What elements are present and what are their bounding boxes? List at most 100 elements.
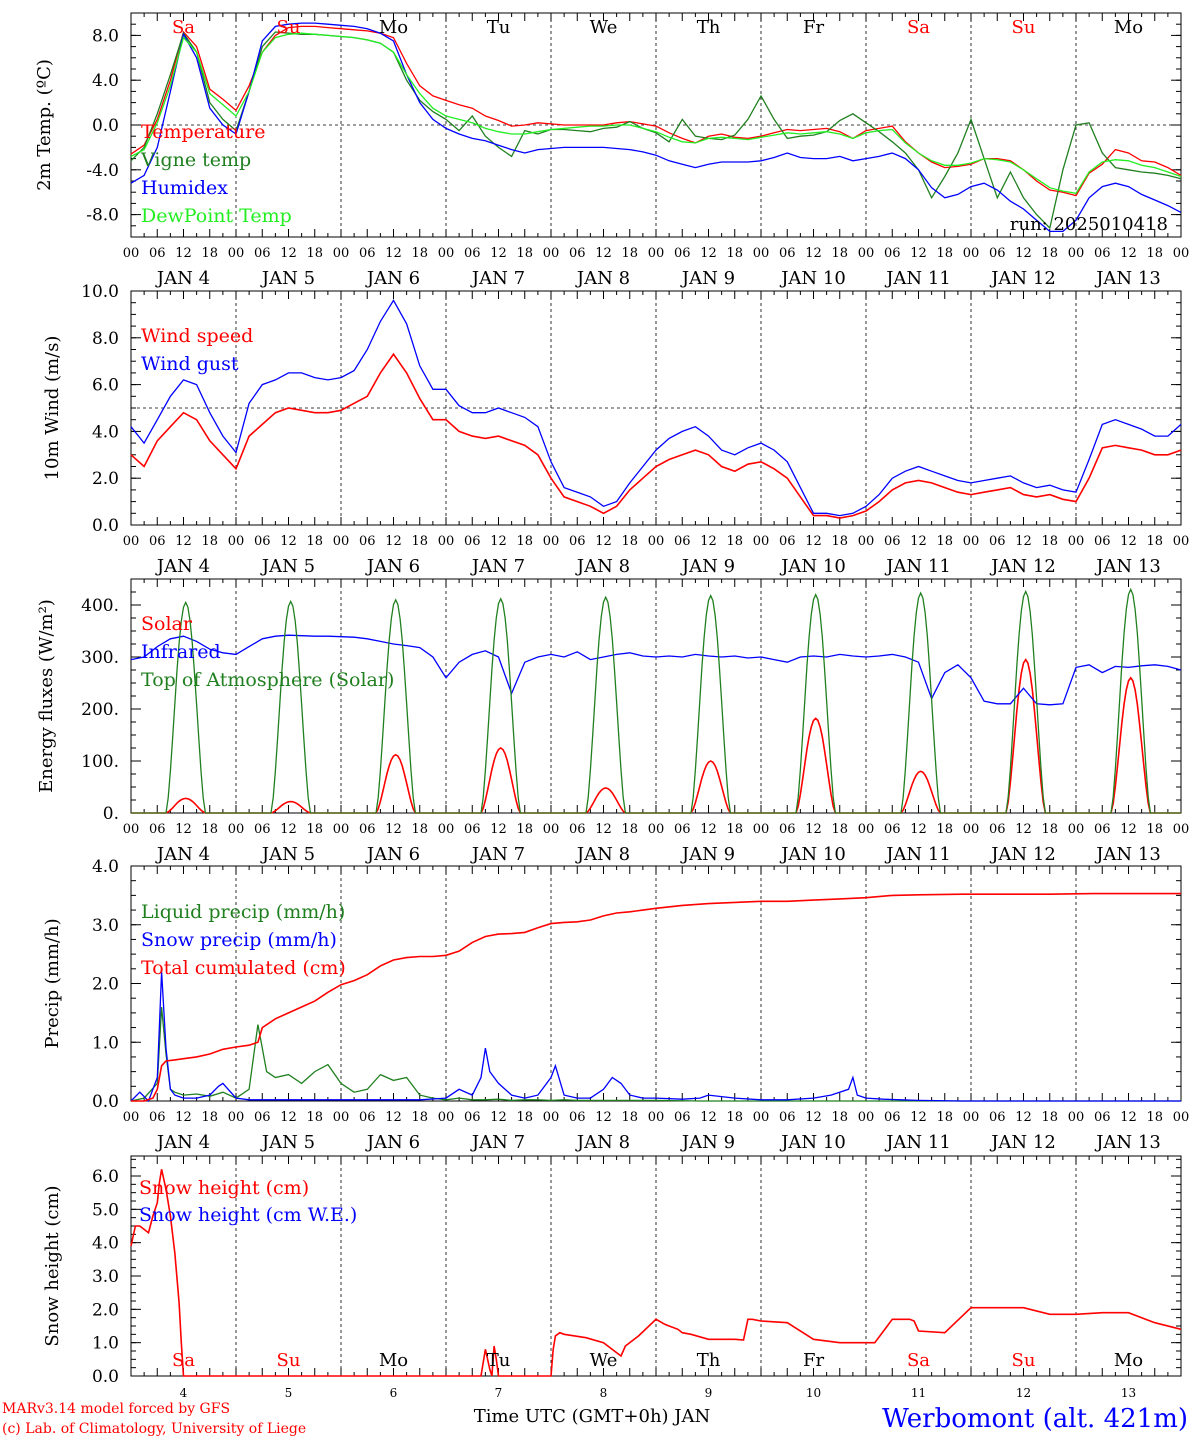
hour-tick-label: 12: [700, 246, 717, 261]
hour-tick-label: 12: [280, 534, 297, 549]
legend-entry: Wind speed: [141, 325, 253, 347]
hour-tick-label: 06: [149, 246, 166, 261]
y-tick-label: 6.0: [92, 376, 119, 396]
hour-tick-label: 12: [385, 534, 402, 549]
y-tick-label: 10.0: [81, 282, 119, 302]
hour-tick-label: 12: [1015, 822, 1032, 837]
hour-tick-label: 00: [648, 534, 665, 549]
hour-tick-label: 18: [411, 246, 428, 261]
hour-tick-label: 18: [1041, 1110, 1058, 1125]
y-tick-label: 2.0: [92, 469, 119, 489]
hour-tick-label: 06: [779, 246, 796, 261]
hour-tick-label: 12: [805, 1110, 822, 1125]
weekday-label: Sa: [907, 1350, 930, 1371]
date-label: JAN 13: [1094, 844, 1161, 865]
hour-tick-label: 06: [254, 246, 271, 261]
hour-tick-label: 18: [726, 822, 743, 837]
y-axis-label: 10m Wind (m/s): [42, 336, 63, 481]
date-label: JAN 10: [779, 844, 846, 865]
series-line-wind-gust: [130, 299, 1182, 517]
weekday-label: Su: [1012, 17, 1036, 38]
hour-tick-label: 06: [359, 1110, 376, 1125]
hour-tick-label: 12: [805, 534, 822, 549]
hour-tick-label: 12: [490, 822, 507, 837]
hour-tick-label: 00: [858, 1110, 875, 1125]
hour-tick-label: 12: [490, 534, 507, 549]
date-label: JAN 7: [470, 268, 525, 289]
hour-tick-label: 00: [963, 822, 980, 837]
date-label: 5: [285, 1386, 293, 1400]
hour-tick-label: 12: [385, 822, 402, 837]
hour-tick-label: 06: [884, 534, 901, 549]
date-label: JAN 7: [470, 1132, 525, 1153]
hour-tick-label: 06: [359, 822, 376, 837]
hour-tick-label: 18: [936, 1110, 953, 1125]
date-label: JAN 6: [365, 1132, 420, 1153]
hour-tick-label: 00: [123, 1110, 140, 1125]
hour-tick-label: 18: [201, 246, 218, 261]
hour-tick-label: 06: [464, 246, 481, 261]
legend-entry: Wind gust: [141, 353, 239, 375]
hour-tick-label: 12: [1120, 534, 1137, 549]
hour-tick-label: 18: [1041, 534, 1058, 549]
hour-tick-label: 18: [306, 822, 323, 837]
hour-tick-label: 00: [123, 822, 140, 837]
y-tick-label: 100.: [81, 752, 119, 772]
hour-tick-label: 12: [805, 246, 822, 261]
weekday-label: Mo: [379, 17, 408, 38]
y-tick-label: 2.0: [92, 1300, 119, 1320]
hour-tick-label: 00: [1068, 1110, 1085, 1125]
hour-tick-label: 06: [1094, 246, 1111, 261]
weekday-label: Tu: [487, 1350, 511, 1371]
hour-tick-label: 00: [228, 1110, 245, 1125]
hour-tick-label: 18: [726, 1110, 743, 1125]
hour-tick-label: 18: [831, 246, 848, 261]
date-label: JAN 11: [884, 1132, 951, 1153]
hour-tick-label: 00: [228, 534, 245, 549]
date-label: JAN 9: [680, 1132, 735, 1153]
hour-tick-label: 00: [1068, 822, 1085, 837]
series-line-wind-speed: [130, 352, 1182, 519]
hour-tick-label: 00: [1173, 534, 1190, 549]
panel-4: [130, 865, 1182, 1103]
hour-tick-label: 18: [516, 822, 533, 837]
hour-tick-label: 18: [1146, 534, 1163, 549]
date-label: JAN 5: [260, 844, 315, 865]
date-label: 7: [495, 1386, 503, 1400]
date-label: JAN 6: [365, 844, 420, 865]
hour-tick-label: 12: [490, 1110, 507, 1125]
date-label: JAN 8: [575, 1132, 630, 1153]
legend-entry: Liquid precip (mm/h): [141, 901, 345, 923]
hour-tick-label: 00: [1173, 246, 1190, 261]
series-line-top-of-atmosphere-solar-: [131, 587, 1181, 814]
series-group: [130, 299, 1182, 519]
weekday-label: Su: [277, 1350, 301, 1371]
hour-tick-label: 18: [621, 246, 638, 261]
date-label: JAN 13: [1094, 268, 1161, 289]
series-line-snow-precip-mm-h-: [130, 971, 1181, 1103]
hour-tick-label: 00: [438, 246, 455, 261]
series-line-total-cumulated-cm-: [131, 892, 1181, 1102]
y-tick-label: 6.0: [92, 1167, 119, 1187]
hour-tick-label: 06: [989, 822, 1006, 837]
hour-tick-label: 18: [411, 534, 428, 549]
hour-tick-label: 06: [149, 534, 166, 549]
weekday-label: We: [590, 1350, 618, 1371]
hour-tick-label: 18: [831, 1110, 848, 1125]
legend-entry: Temperature: [141, 121, 265, 143]
hour-tick-label: 06: [1094, 1110, 1111, 1125]
x-axis-title: Time UTC (GMT+0h) JAN: [474, 1406, 711, 1427]
weekday-label: Fr: [803, 17, 824, 38]
date-label: JAN 11: [884, 556, 951, 577]
date-label: JAN 12: [989, 268, 1056, 289]
y-tick-label: 3.0: [92, 1267, 119, 1287]
weekday-label: Sa: [907, 17, 930, 38]
hour-tick-label: 12: [175, 246, 192, 261]
series-group: [130, 587, 1182, 814]
hour-tick-label: 06: [674, 1110, 691, 1125]
y-tick-label: 8.0: [92, 329, 119, 349]
hour-tick-label: 00: [648, 246, 665, 261]
date-label: 6: [390, 1386, 398, 1400]
hour-tick-label: 18: [516, 1110, 533, 1125]
hour-tick-label: 06: [464, 534, 481, 549]
